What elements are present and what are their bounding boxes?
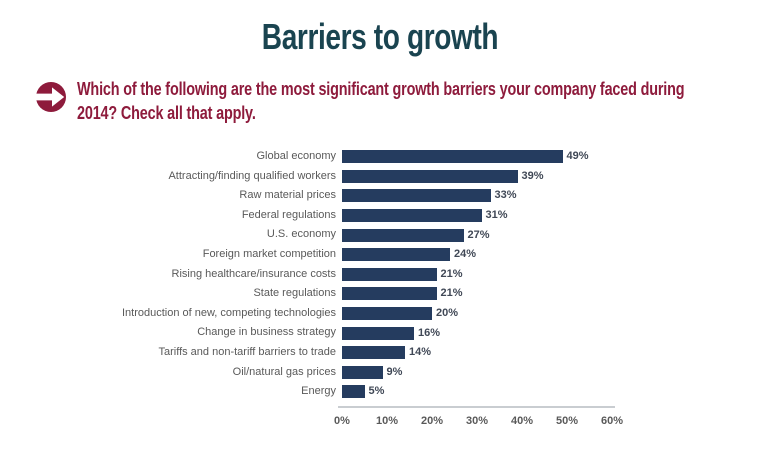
bar-track: 14% [342,346,726,360]
value-label: 49% [566,150,589,163]
bar [342,385,365,399]
x-tick-label: 40% [510,414,534,427]
x-tick-label: 10% [375,414,399,427]
bar-track: 39% [342,169,726,183]
bar-row: Rising healthcare/insurance costs 21% [36,265,726,285]
bar [342,346,405,360]
value-label: 5% [368,385,385,398]
bar-row: Change in business strategy 16% [36,323,726,343]
category-label: Tariffs and non-tariff barriers to trade [158,345,336,358]
value-label: 9% [386,365,403,378]
value-label: 33% [494,189,517,202]
category-label: Oil/natural gas prices [232,365,336,378]
bar-row: Energy 5% [36,382,726,402]
x-tick-label: 50% [555,414,579,427]
value-label: 31% [485,209,508,222]
x-tick-label: 30% [465,414,489,427]
value-label: 24% [454,248,477,261]
question-line-2: 2014? Check all that apply. [77,103,256,123]
category-label: State regulations [253,287,336,300]
x-axis: 0% 10% 20% 30% 40% 50% 60% [334,405,623,434]
category-label: Introduction of new, competing technolog… [121,306,336,319]
category-label: Raw material prices [239,189,336,202]
category-label: Energy [301,385,336,398]
value-label: 39% [521,169,544,182]
bar-track: 9% [342,365,726,379]
value-label: 21% [440,287,463,300]
x-tick-label: 20% [420,414,444,427]
bar [342,365,383,379]
bar-track: 24% [342,248,726,262]
category-label: Global economy [256,150,337,162]
bar [342,307,432,321]
x-tick-label: 60% [600,414,624,427]
x-tick-label: 0% [334,414,350,427]
bar-track: 33% [342,189,726,203]
bar-row: Global economy 49% [36,147,726,167]
bar-row: Tariffs and non-tariff barriers to trade… [36,343,726,363]
bar [342,150,563,164]
bar [342,189,491,203]
category-label: Rising healthcare/insurance costs [171,267,336,280]
category-label: U.S. economy [266,228,336,241]
bar-row: Raw material prices 33% [36,186,726,206]
arrow-right-circle-icon [36,82,66,112]
bar-track: 21% [342,287,726,301]
bar-chart: Global economy 49% Attracting/finding qual… [36,147,726,434]
bar-track: 20% [342,307,726,321]
bar-rows: Global economy 49% Attracting/finding qual… [36,147,726,402]
bar [342,287,437,301]
bar [342,267,437,281]
value-label: 16% [418,326,441,339]
value-label: 20% [436,307,459,320]
bar-row: Attracting/finding qualified workers 39% [36,167,726,187]
category-label: Attracting/finding qualified workers [168,169,336,182]
bar [342,248,450,262]
bar [342,228,464,242]
category-label: Foreign market competition [202,247,336,260]
bar-track: 5% [342,385,726,399]
page-title: Barriers to growth [261,16,499,57]
bar-row: Foreign market competition 24% [36,245,726,265]
bar-track: 16% [342,326,726,340]
bar-track: 21% [342,267,726,281]
bar-track: 49% [342,150,726,164]
bar-row: Oil/natural gas prices 9% [36,363,726,383]
bar-track: 27% [342,228,726,242]
question-line-1: Which of the following are the most sign… [77,79,685,99]
bar-row: Federal regulations 31% [36,206,726,226]
value-label: 27% [467,228,490,241]
category-label: Federal regulations [241,208,336,221]
bar-track: 31% [342,209,726,223]
value-label: 14% [409,346,432,359]
bar [342,326,414,340]
category-label: Change in business strategy [197,326,336,339]
question-text: Which of the following are the most sign… [77,77,709,125]
bar-row: Introduction of new, competing technolog… [36,304,726,324]
bar [342,209,482,223]
bar-row: U.S. economy 27% [36,225,726,245]
bar [342,169,518,183]
bar-row: State regulations 21% [36,284,726,304]
value-label: 21% [440,267,463,280]
